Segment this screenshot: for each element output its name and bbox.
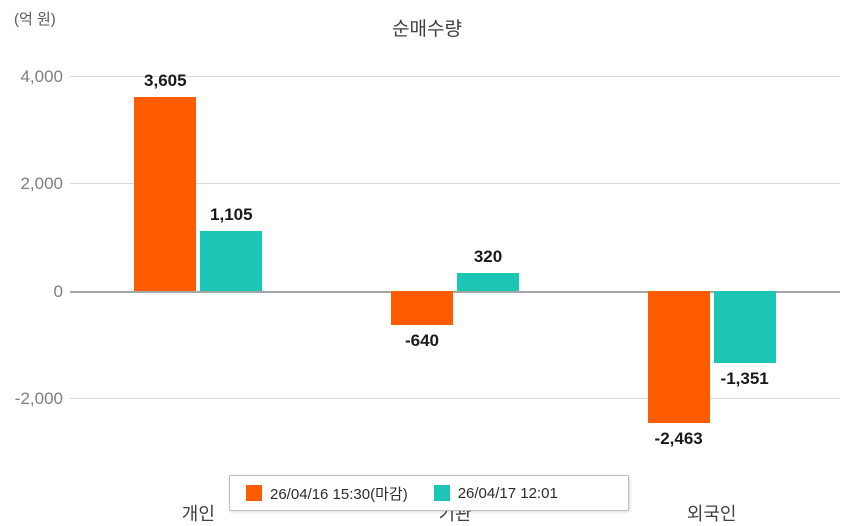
bar-value-개인-26/04/17 12:01: 1,105	[171, 205, 291, 225]
chart-title: 순매수량	[0, 14, 854, 41]
y-tick-label-4000: 4,000	[8, 67, 63, 87]
gridline--2000	[70, 398, 840, 399]
plot-area: 4,000 2,000 0 -2,000 3,605 1,105 개인 -640 320 기관 -2…	[70, 60, 840, 430]
legend-swatch-0	[246, 485, 262, 501]
legend-item-0: 26/04/16 15:30(마감)	[246, 483, 408, 504]
bar-외국인-26/04/17 12:01[interactable]	[714, 291, 776, 363]
legend-box: 26/04/16 15:30(마감) 26/04/17 12:01	[229, 475, 629, 511]
bar-value-기관-26/04/17 12:01: 320	[428, 247, 548, 267]
legend-text-0: 26/04/16 15:30(마감)	[270, 483, 408, 504]
bar-value-기관-26/04/16 15:30(마감): -640	[362, 331, 482, 351]
y-tick-label-0: 0	[8, 282, 63, 302]
bar-개인-26/04/16 15:30(마감)[interactable]	[134, 97, 196, 290]
legend-text-1: 26/04/17 12:01	[458, 485, 558, 502]
bar-외국인-26/04/16 15:30(마감)[interactable]	[648, 291, 710, 423]
bar-value-개인-26/04/16 15:30(마감): 3,605	[105, 71, 225, 91]
legend-swatch-1	[434, 485, 450, 501]
legend-item-1: 26/04/17 12:01	[434, 485, 558, 502]
category-label-외국인: 외국인	[632, 500, 792, 526]
bar-value-외국인-26/04/17 12:01: -1,351	[685, 369, 805, 389]
chart-container: (억 원) 순매수량 4,000 2,000 0 -2,000 3,605 1,105 개인…	[0, 0, 854, 520]
y-tick-label--2000: -2,000	[8, 389, 63, 409]
bar-기관-26/04/17 12:01[interactable]	[457, 273, 519, 290]
bar-value-외국인-26/04/16 15:30(마감): -2,463	[619, 429, 739, 449]
y-tick-label-2000: 2,000	[8, 174, 63, 194]
bar-개인-26/04/17 12:01[interactable]	[200, 231, 262, 290]
bar-기관-26/04/16 15:30(마감)[interactable]	[391, 291, 453, 325]
